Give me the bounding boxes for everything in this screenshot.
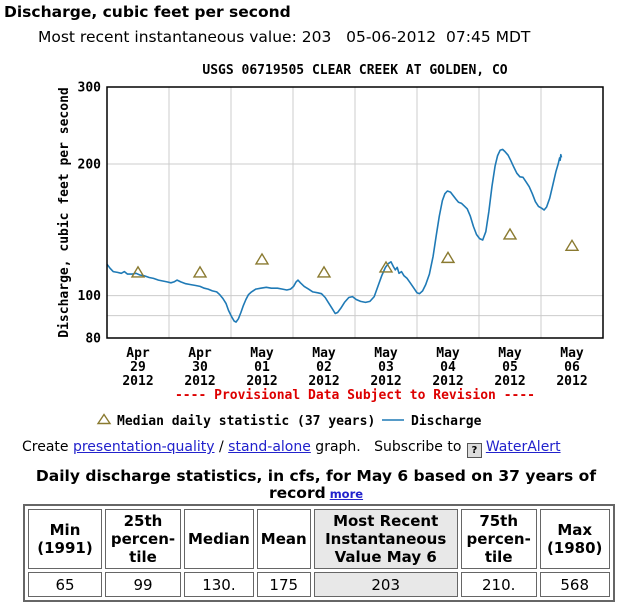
x-tick-label: 2012 xyxy=(370,374,401,389)
value-min: 65 xyxy=(28,572,102,597)
x-tick-label: 2012 xyxy=(184,374,215,389)
stand-alone-link[interactable]: stand-alone xyxy=(228,439,311,455)
provisional-note: ---- Provisional Data Subject to Revisio… xyxy=(175,388,535,403)
col-header-max: Max (1980) xyxy=(539,509,610,569)
value-75th-percentile: 210. xyxy=(460,572,537,597)
x-tick-label: May xyxy=(312,346,336,361)
table-title-text: Daily discharge statistics, in cfs, for … xyxy=(35,467,597,502)
y-tick-label: 100 xyxy=(78,289,102,304)
page-title: Discharge, cubic feet per second xyxy=(4,3,291,21)
graph-suffix: graph. xyxy=(310,439,361,455)
col-header-median: Median xyxy=(184,509,254,569)
more-link[interactable]: more xyxy=(329,487,364,501)
median-triangle xyxy=(192,265,208,278)
x-tick-label: 01 xyxy=(254,360,270,375)
median-triangle xyxy=(440,251,456,264)
daily-statistics-table: Min (1991) 25th percen- tile Median Mean… xyxy=(23,504,615,602)
subscribe-label: Subscribe to xyxy=(360,439,466,455)
help-icon[interactable]: ? xyxy=(466,443,482,458)
x-tick-label: May xyxy=(374,346,398,361)
median-triangle xyxy=(378,260,394,273)
graph-links-line: Create presentation-quality / stand-alon… xyxy=(22,439,561,458)
x-tick-label: 2012 xyxy=(494,374,525,389)
x-tick-label: 2012 xyxy=(308,374,339,389)
value-mean: 175 xyxy=(256,572,311,597)
x-tick-label: Apr xyxy=(188,346,212,361)
value-most-recent: 203 xyxy=(313,572,458,597)
create-label: Create xyxy=(22,439,73,455)
median-triangle xyxy=(254,252,270,265)
plot-frame xyxy=(106,86,604,339)
col-header-min: Min (1991) xyxy=(28,509,102,569)
median-triangle xyxy=(502,227,518,240)
discharge-line xyxy=(106,148,563,323)
table-title: Daily discharge statistics, in cfs, for … xyxy=(21,468,611,503)
median-triangle xyxy=(564,238,580,252)
x-tick-label: 05 xyxy=(502,360,518,375)
stats-header-row: Min (1991) 25th percen- tile Median Mean… xyxy=(28,509,610,569)
x-tick-label: 03 xyxy=(378,360,394,375)
x-tick-label: Apr xyxy=(126,346,150,361)
stats-value-row: 65 99 130. 175 203 210. 568 xyxy=(28,572,610,597)
link-separator: / xyxy=(214,439,229,455)
x-tick-label: 29 xyxy=(130,360,146,375)
most-recent-value-line: Most recent instantaneous value: 203 05-… xyxy=(38,28,531,46)
x-tick-label: 04 xyxy=(440,360,456,375)
chart-title: USGS 06719505 CLEAR CREEK AT GOLDEN, CO xyxy=(202,63,507,78)
y-axis-label: Discharge, cubic feet per second xyxy=(57,87,72,337)
wateralert-link[interactable]: WaterAlert xyxy=(485,439,561,455)
col-header-75th-percentile: 75th percen- tile xyxy=(460,509,537,569)
x-tick-label: 02 xyxy=(316,360,332,375)
value-median: 130. xyxy=(184,572,254,597)
x-tick-label: May xyxy=(560,346,584,361)
y-tick-label: 80 xyxy=(85,332,101,347)
y-tick-label: 200 xyxy=(78,158,102,173)
legend-median-label: Median daily statistic (37 years) xyxy=(117,414,375,429)
legend-triangle-icon xyxy=(96,413,112,425)
discharge-graph: USGS 06719505 CLEAR CREEK AT GOLDEN, CO 3… xyxy=(57,63,604,429)
presentation-quality-link[interactable]: presentation-quality xyxy=(72,439,215,455)
value-max: 568 xyxy=(539,572,610,597)
col-header-mean: Mean xyxy=(256,509,311,569)
x-tick-label: May xyxy=(250,346,274,361)
median-triangle xyxy=(130,265,146,278)
median-triangle xyxy=(316,265,332,278)
x-tick-label: 2012 xyxy=(432,374,463,389)
x-tick-label: May xyxy=(436,346,460,361)
col-header-25th-percentile: 25th percen- tile xyxy=(105,509,181,569)
x-tick-label: 30 xyxy=(192,360,208,375)
col-header-most-recent: Most Recent Instantaneous Value May 6 xyxy=(313,509,458,569)
x-tick-label: 2012 xyxy=(246,374,277,389)
x-tick-label: May xyxy=(498,346,522,361)
x-tick-label: 06 xyxy=(564,360,580,375)
value-25th-percentile: 99 xyxy=(105,572,181,597)
x-tick-label: 2012 xyxy=(122,374,153,389)
y-tick-label: 300 xyxy=(78,81,102,96)
legend-discharge-label: Discharge xyxy=(411,414,482,429)
x-tick-label: 2012 xyxy=(556,374,587,389)
